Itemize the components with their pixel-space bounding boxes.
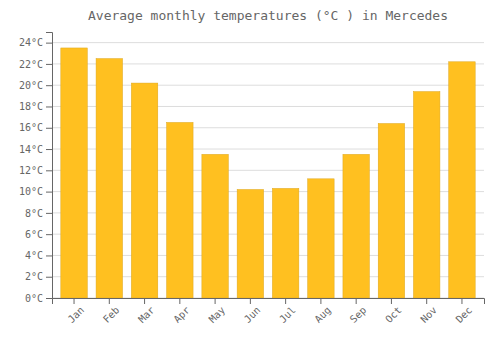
y-tick-line [46, 277, 52, 278]
x-tick-label: Dec [454, 304, 475, 325]
x-axis: Jan Feb Mar Apr May Jun Jul Aug Sep Oct Nov Dec [53, 298, 485, 325]
y-tick-line [46, 170, 52, 171]
y-tick: 2°C [25, 271, 52, 282]
x-tick-line [144, 298, 145, 304]
y-tick: 0°C [25, 293, 52, 304]
y-tick-label: 10°C [19, 186, 43, 197]
x-tick-line [391, 298, 392, 304]
y-tick-label: 0°C [25, 293, 43, 304]
x-tick-line [179, 298, 180, 304]
x-tick: Feb [101, 298, 122, 325]
bar [202, 154, 228, 298]
y-tick: 18°C [19, 101, 52, 112]
x-tick: Mar [136, 298, 157, 325]
y-tick-label: 14°C [19, 144, 43, 155]
chart-container: 0°C 2°C 4°C 6°C 8°C 10°C 12°C 14°C 16°C 18°C 20°C 2… [0, 0, 500, 350]
x-tick: May [207, 298, 228, 325]
x-tick: Oct [383, 298, 404, 325]
x-tick-line [215, 298, 216, 304]
y-tick-line [46, 85, 52, 86]
x-tick-label: Jan [66, 304, 87, 325]
y-tick: 14°C [19, 144, 52, 155]
y-tick-label: 16°C [19, 122, 43, 133]
x-tick-line [285, 298, 286, 304]
bar [131, 83, 157, 298]
y-tick-line [46, 128, 52, 129]
x-tick-line [250, 298, 251, 304]
x-tick-label: May [207, 304, 228, 325]
y-tick-line [46, 149, 52, 150]
x-tick: Apr [171, 298, 192, 325]
bar [308, 179, 334, 298]
x-tick: Nov [418, 298, 439, 325]
x-tick-label: Nov [418, 304, 439, 325]
x-tick-line [356, 298, 357, 304]
bar [61, 48, 87, 298]
x-tick-line [426, 298, 427, 304]
y-tick: 12°C [19, 165, 52, 176]
y-tick: 16°C [19, 122, 52, 133]
y-tick: 22°C [19, 59, 52, 70]
bar [413, 92, 439, 298]
x-tick-label: Feb [101, 304, 122, 325]
x-tick: Jul [277, 298, 298, 325]
y-tick-line [46, 64, 52, 65]
y-axis: 0°C 2°C 4°C 6°C 8°C 10°C 12°C 14°C 16°C 18°C 20°C 2… [19, 33, 53, 304]
grid-line [52, 42, 484, 43]
bar [378, 124, 404, 298]
x-tick-line [74, 298, 75, 304]
bar [449, 62, 475, 298]
title: Average monthly temperatures (°C ) in Me… [88, 8, 448, 23]
y-tick-label: 4°C [25, 250, 43, 261]
y-tick-label: 24°C [19, 37, 43, 48]
x-tick-line [461, 298, 462, 304]
bar [96, 59, 122, 298]
y-tick-line [46, 255, 52, 256]
y-tick-line [46, 192, 52, 193]
y-tick-label: 20°C [19, 80, 43, 91]
y-tick-line [46, 106, 52, 107]
x-tick-label: Jun [242, 304, 263, 325]
y-tick: 6°C [25, 229, 52, 240]
y-tick-line [46, 43, 52, 44]
bars [61, 48, 475, 298]
bar [237, 189, 263, 298]
chart-svg: 0°C 2°C 4°C 6°C 8°C 10°C 12°C 14°C 16°C 18°C 20°C 2… [0, 0, 500, 350]
x-tick-line [109, 298, 110, 304]
x-tick: Jun [242, 298, 263, 325]
y-tick: 8°C [25, 208, 52, 219]
bar [343, 154, 369, 298]
bar [272, 188, 298, 298]
y-tick-label: 12°C [19, 165, 43, 176]
grid [52, 43, 484, 298]
y-tick-label: 18°C [19, 101, 43, 112]
x-tick-label: Oct [383, 304, 404, 325]
y-tick-label: 22°C [19, 59, 43, 70]
x-tick-line [320, 298, 321, 304]
x-tick-label: Apr [171, 304, 192, 325]
x-tick: Dec [454, 298, 475, 325]
y-tick-line [46, 298, 52, 299]
x-tick-label: Aug [312, 304, 333, 325]
y-tick: 10°C [19, 186, 52, 197]
y-tick: 24°C [19, 37, 52, 48]
y-tick-label: 2°C [25, 271, 43, 282]
x-axis-line [53, 299, 485, 305]
plot: 0°C 2°C 4°C 6°C 8°C 10°C 12°C 14°C 16°C 18°C 20°C 2… [19, 33, 485, 325]
y-tick: 20°C [19, 80, 52, 91]
y-tick-label: 8°C [25, 208, 43, 219]
y-axis-line [46, 33, 53, 299]
y-tick-line [46, 213, 52, 214]
x-tick-label: Jul [277, 304, 298, 325]
y-tick-label: 6°C [25, 229, 43, 240]
bar [167, 122, 193, 298]
x-tick: Jan [66, 298, 87, 325]
x-tick-label: Sep [348, 304, 369, 325]
x-tick: Sep [348, 298, 369, 325]
x-tick-label: Mar [136, 304, 157, 325]
x-tick: Aug [312, 298, 333, 325]
y-tick: 4°C [25, 250, 52, 261]
y-tick-line [46, 234, 52, 235]
